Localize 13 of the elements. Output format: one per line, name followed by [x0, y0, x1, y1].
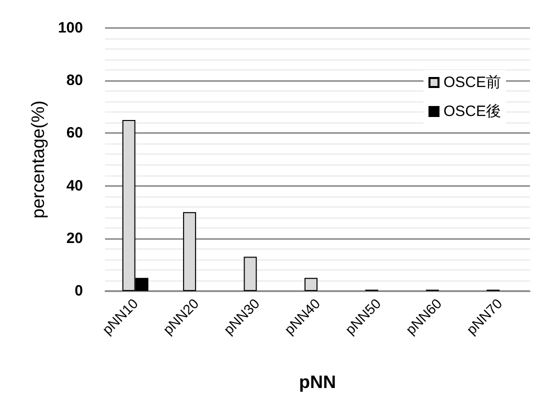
y-tick-label: 20 — [66, 230, 83, 247]
y-tick-label: 40 — [66, 177, 83, 194]
y-tick-label: 0 — [74, 282, 83, 300]
legend-label: OSCE前 — [443, 74, 502, 91]
y-tick-label: 60 — [66, 124, 83, 142]
y-tick-label: 80 — [66, 72, 83, 90]
legend-label: OSCE後 — [443, 103, 502, 120]
y-tick-label: 100 — [58, 20, 83, 36]
bar — [304, 278, 318, 291]
bar — [183, 212, 196, 291]
x-axis-title: pNN — [299, 372, 336, 392]
y-axis-title: percentage(%) — [28, 100, 48, 219]
bar — [244, 256, 257, 291]
